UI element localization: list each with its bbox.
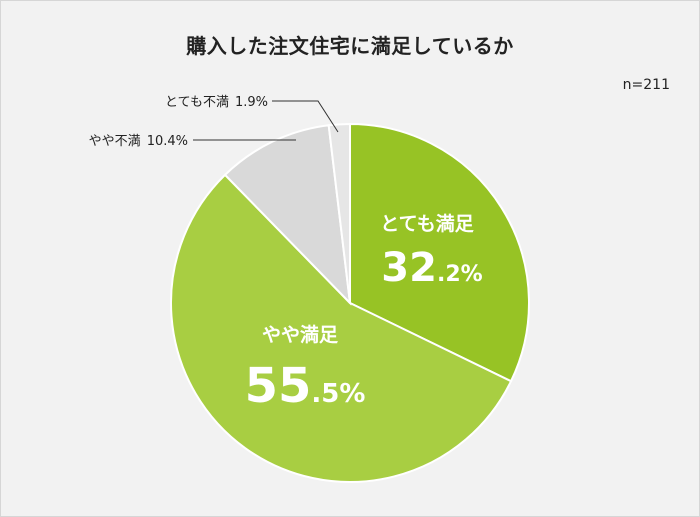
label-somewhat-unsatisfied: やや不満 10.4% <box>89 134 188 149</box>
value-very-satisfied: 32.2% <box>381 245 482 291</box>
slice-very-satisfied <box>349 122 530 383</box>
slice-very-unsatisfied <box>327 122 351 304</box>
slice-somewhat-satisfied <box>170 173 513 483</box>
leader-line-very-unsatisfied <box>272 100 339 133</box>
sample-size: n=211 <box>622 77 670 93</box>
label-somewhat-satisfied: やや満足 <box>262 324 339 346</box>
value-somewhat-satisfied: 55.5% <box>245 358 366 414</box>
chart-title: 購入した注文住宅に満足しているか <box>186 34 514 58</box>
label-very-unsatisfied: とても不満 1.9% <box>165 95 268 110</box>
slice-somewhat-unsatisfied <box>223 124 352 306</box>
label-very-satisfied: とても満足 <box>380 213 474 235</box>
